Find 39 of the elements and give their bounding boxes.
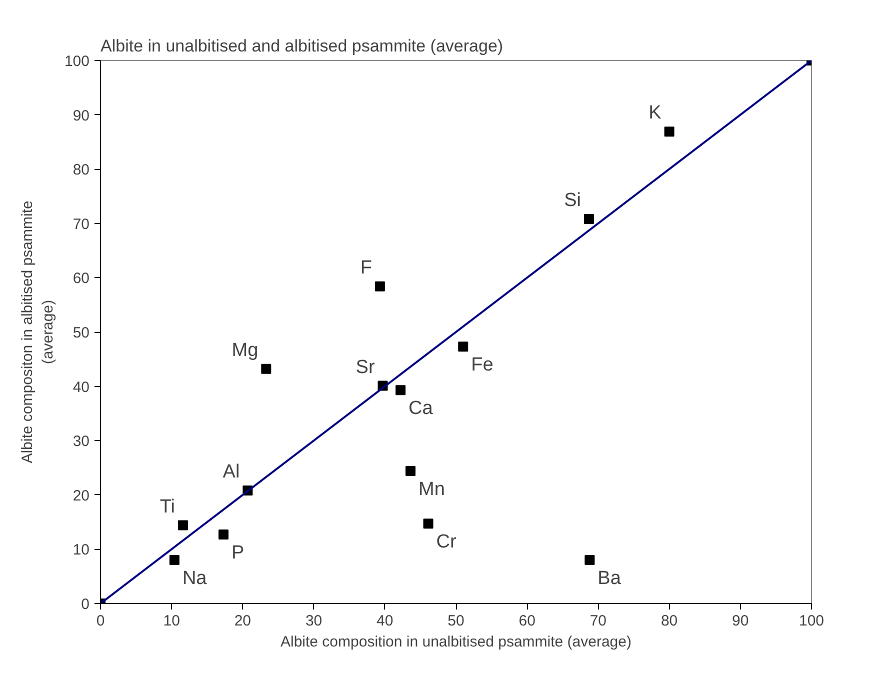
y-axis-title: Albite compositon in albitised psammite (average) bbox=[19, 200, 56, 464]
x-tick-label: 60 bbox=[518, 612, 536, 630]
x-tick-label: 80 bbox=[660, 612, 678, 630]
y-tick-label: 60 bbox=[72, 270, 90, 288]
x-tick-label: 90 bbox=[732, 612, 749, 630]
annotation: Ca bbox=[408, 398, 434, 420]
x-tick-label: 30 bbox=[305, 612, 322, 630]
y-tick-label: 90 bbox=[72, 107, 90, 124]
annotation: Mg bbox=[232, 340, 258, 361]
y-tick-label: 80 bbox=[72, 162, 90, 179]
x-axis-title: Albite composition in unalbitised psammite (average) bbox=[280, 634, 632, 650]
y-tick-label: 100 bbox=[64, 53, 90, 70]
x-tick-label: 20 bbox=[234, 612, 252, 630]
annotation: Na bbox=[182, 568, 208, 590]
annotation: Mn bbox=[418, 479, 445, 500]
annotation: Sr bbox=[356, 356, 376, 378]
y-tick-label: 40 bbox=[72, 378, 90, 396]
y-tick-label: 50 bbox=[72, 324, 90, 342]
x-tick-label: 40 bbox=[376, 612, 394, 630]
y-tick-label: 10 bbox=[72, 542, 90, 559]
x-tick-label: 100 bbox=[798, 612, 824, 630]
y-tick-label: 30 bbox=[72, 433, 90, 450]
y-tick-label: 0 bbox=[81, 596, 90, 613]
annotation: K bbox=[648, 102, 662, 124]
x-tick-label: 70 bbox=[590, 612, 607, 630]
x-tick-label: 0 bbox=[96, 612, 105, 630]
chart-title: Albite in unalbitised and albitised psammite (average) bbox=[100, 36, 504, 56]
annotation: P bbox=[232, 542, 244, 564]
annotation: Cr bbox=[436, 532, 457, 553]
y-tick-label: 70 bbox=[72, 216, 90, 233]
x-tick-label: 50 bbox=[448, 612, 464, 630]
annotation: Ba bbox=[598, 568, 622, 590]
annotation: Si bbox=[564, 190, 581, 212]
annotation: F bbox=[360, 257, 372, 278]
annotation: Ti bbox=[160, 496, 175, 518]
y-tick-label: 20 bbox=[72, 487, 90, 504]
annotation: Al bbox=[222, 462, 240, 483]
x-tick-label: 10 bbox=[163, 612, 180, 630]
annotation: Fe bbox=[471, 354, 494, 376]
